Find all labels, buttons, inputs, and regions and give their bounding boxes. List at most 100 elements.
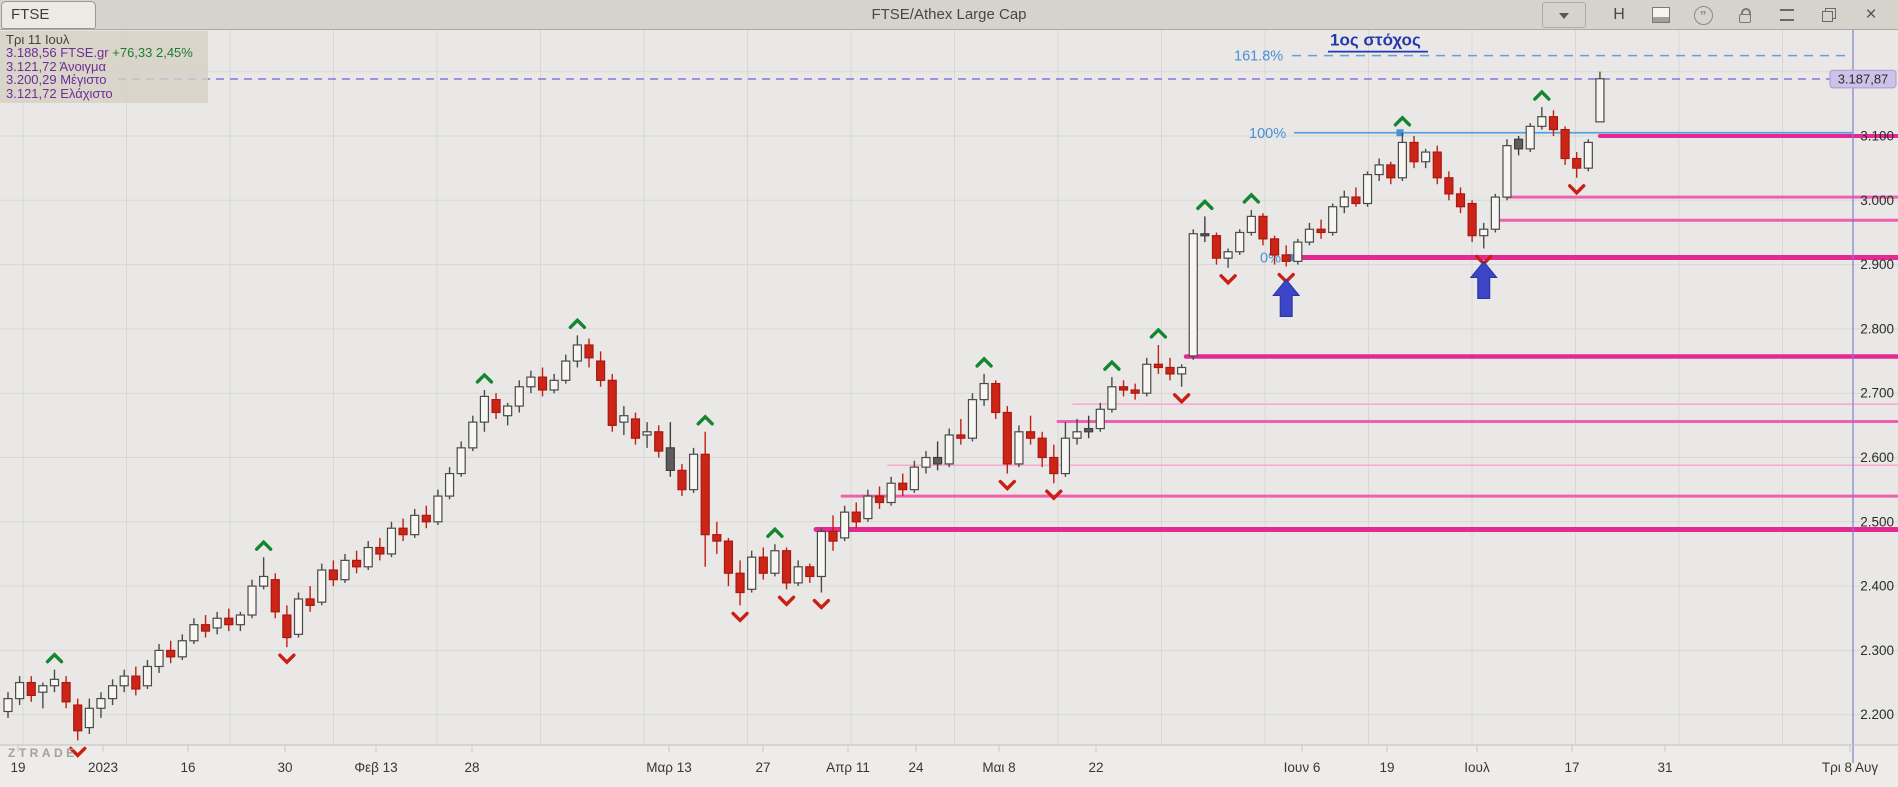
- candlestick: [549, 379, 559, 391]
- toolbar-icons: H ” ×: [1542, 0, 1892, 30]
- tab-ftse[interactable]: FTSE: [1, 1, 96, 29]
- candlestick: [1513, 138, 1524, 150]
- date-tick-label: 31: [1657, 760, 1672, 775]
- fractal-down-icon: [998, 479, 1017, 491]
- candlestick: [375, 546, 385, 555]
- candlestick: [642, 431, 652, 436]
- candlestick: [1258, 215, 1268, 240]
- candlestick: [1072, 431, 1082, 439]
- fractal-down-icon: [777, 595, 796, 607]
- tab-dropdown-icon[interactable]: [1542, 2, 1586, 28]
- candlestick: [503, 405, 513, 417]
- candlestick: [1235, 231, 1245, 253]
- buy-arrow-icon[interactable]: [1272, 278, 1301, 318]
- lock-icon[interactable]: [1724, 0, 1766, 30]
- candlestick: [1002, 411, 1012, 465]
- price-tick-label: 2.800: [1860, 321, 1894, 336]
- candlestick: [1490, 196, 1500, 230]
- quote-high: 3.200,29 Μέγιστο: [6, 72, 107, 88]
- candlestick: [654, 431, 664, 452]
- candlestick: [770, 550, 780, 574]
- candlestick: [1142, 363, 1152, 394]
- candlestick: [886, 482, 896, 504]
- candlestick: [1328, 206, 1338, 234]
- chart-label: 161.8%: [1234, 49, 1283, 65]
- ztrade-watermark: ZTRADE: [8, 746, 78, 760]
- candlestick: [572, 344, 582, 362]
- fractal-up-icon: [254, 539, 273, 551]
- candlestick: [189, 624, 199, 642]
- candlestick: [3, 698, 13, 713]
- fractal-down-icon: [731, 611, 749, 623]
- candlestick: [1362, 173, 1373, 205]
- candlestick: [479, 395, 490, 423]
- candlestick: [1537, 116, 1547, 127]
- fractal-down-icon: [1172, 393, 1191, 405]
- date-tick-label: Μαι 8: [982, 760, 1015, 775]
- candlestick: [514, 386, 524, 407]
- candlestick: [526, 376, 536, 388]
- candlestick: [758, 556, 768, 574]
- last-price-label: 3.187,87: [1838, 72, 1889, 87]
- candlestick: [1432, 151, 1442, 179]
- price-tick-label: 2.400: [1860, 579, 1894, 594]
- candlestick: [200, 624, 211, 632]
- candlestick: [944, 434, 954, 465]
- quote-last: 3.188,56 FTSE.gr +76,33 2,45%: [6, 45, 193, 61]
- price-tick-label: 2.500: [1860, 514, 1894, 529]
- candlestick: [1118, 386, 1129, 391]
- lines-icon[interactable]: [1766, 0, 1808, 30]
- candlestick: [305, 598, 315, 606]
- close-icon[interactable]: ×: [1865, 4, 1877, 25]
- candlestick: [1153, 363, 1163, 369]
- candlestick: [84, 707, 94, 729]
- candlestick: [352, 559, 362, 568]
- candlestick: [1316, 228, 1326, 234]
- candlestick: [270, 579, 280, 613]
- candlestick: [537, 376, 548, 391]
- restore-icon[interactable]: [1808, 0, 1850, 30]
- quotes-icon[interactable]: ”: [1682, 0, 1724, 30]
- candlestick: [921, 456, 931, 468]
- quote-low: 3.121,72 Ελάχιστο: [6, 85, 113, 101]
- candlestick: [468, 421, 478, 449]
- candlestick: [619, 415, 629, 423]
- candlestick: [1130, 389, 1140, 394]
- candlestick: [607, 379, 617, 426]
- candlestick: [898, 482, 908, 491]
- candlestick: [1293, 241, 1303, 262]
- candlestick: [874, 495, 885, 504]
- candlestick: [456, 447, 466, 475]
- price-tick-label: 2.900: [1860, 257, 1894, 272]
- candlestick: [107, 685, 118, 700]
- price-tick-label: 3.000: [1860, 193, 1894, 208]
- fractal-down-icon: [812, 598, 831, 610]
- candlestick: [700, 453, 710, 536]
- candlestick: [61, 681, 71, 703]
- candlestick: [363, 546, 373, 568]
- candlestick: [26, 681, 36, 697]
- candlestick: [1095, 408, 1105, 430]
- fractal-down-icon: [1045, 489, 1063, 501]
- chart-H-icon[interactable]: H: [1613, 6, 1625, 23]
- date-tick-label: 19: [1379, 760, 1394, 775]
- candlestick: [235, 614, 245, 626]
- fractal-down-icon: [69, 746, 87, 758]
- fib-handle[interactable]: [1396, 129, 1404, 137]
- candlestick: [630, 418, 641, 439]
- candlestick: [712, 534, 722, 542]
- panel-icon[interactable]: [1640, 0, 1682, 30]
- candlestick: [212, 617, 222, 629]
- candlestick: [38, 685, 48, 693]
- date-tick-label: 17: [1564, 760, 1579, 775]
- buy-arrow-icon[interactable]: [1469, 260, 1498, 300]
- candlestick: [735, 572, 745, 594]
- candlestick: [1455, 193, 1466, 208]
- candlestick: [1386, 164, 1396, 179]
- last-price-chip: [1829, 69, 1897, 89]
- candlestick: [805, 566, 815, 578]
- candlestick: [747, 556, 757, 590]
- candlestick: [1409, 141, 1419, 163]
- candlestick: [1269, 238, 1280, 256]
